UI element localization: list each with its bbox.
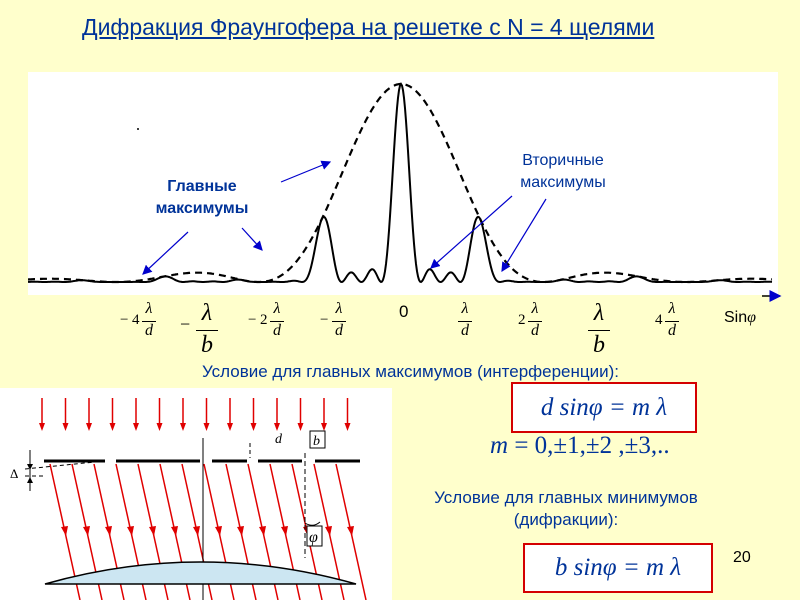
intensity-curve: [28, 82, 773, 284]
secondary-maxima-label: Вторичные максимумы: [498, 150, 628, 194]
label-b: b: [313, 434, 320, 449]
tick-denominator: d: [668, 322, 676, 339]
tick-coefficient: 2: [518, 312, 526, 328]
phi-angle-arc: [304, 521, 321, 526]
incident-ray-head: [321, 423, 327, 431]
tick-numerator: λ: [335, 300, 343, 317]
tick-numerator: λ: [273, 300, 281, 317]
tick-sign: −: [248, 312, 257, 328]
main-maxima-label-line2: максимумы: [155, 200, 249, 217]
tick-sign: −: [180, 314, 191, 334]
axis-zero-label: 0: [399, 302, 409, 321]
tick-fraction-bar: [588, 330, 610, 331]
tick-denominator: d: [335, 322, 343, 339]
page-number: 20: [733, 549, 751, 566]
delta-arrow-up: [27, 477, 33, 483]
tick-fraction-bar: [528, 321, 542, 322]
tick-fraction-bar: [332, 321, 346, 322]
axis-phi-symbol: φ: [747, 309, 756, 326]
lens: [44, 561, 357, 585]
incident-ray-head: [297, 423, 304, 431]
tick-denominator: d: [145, 322, 153, 339]
min-condition-text: Условие для главных минимумов (дифракции…: [396, 487, 736, 531]
m-symbol: m: [490, 432, 509, 459]
incident-ray-head: [250, 423, 257, 431]
diffracted-ray-head: [281, 526, 288, 536]
diffracted-ray-head: [105, 526, 112, 536]
tick-fraction-bar: [196, 330, 218, 331]
diffracted-ray-head: [61, 526, 68, 536]
delta-arrow-down: [27, 464, 33, 470]
diffracted-ray-head: [237, 526, 244, 536]
tick-coefficient: 2: [260, 312, 268, 328]
diffraction-envelope-curve: [28, 82, 772, 284]
tick-coefficient: 4: [655, 312, 663, 328]
main-maxima-label-line1: Главные: [167, 178, 237, 195]
tick-fraction-bar: [458, 321, 472, 322]
tick-denominator: b: [593, 332, 605, 358]
tick-coefficient: 4: [132, 312, 140, 328]
tick-numerator: λ: [461, 300, 469, 317]
diffracted-ray-head: [259, 526, 266, 536]
label-phi: φ: [309, 529, 318, 546]
tick-fraction-bar: [142, 321, 156, 322]
tick-numerator: λ: [531, 300, 539, 317]
max-condition-text: Условие для главных максимумов (интерфер…: [202, 362, 620, 381]
incident-ray-head: [39, 423, 45, 431]
incident-rays: [39, 398, 351, 431]
m-values: = 0,±1,±2 ,±3,..: [508, 432, 670, 459]
tick-fraction-bar: [270, 321, 284, 322]
tick-numerator: λ: [145, 300, 153, 317]
incident-ray-head: [227, 423, 233, 431]
tick-sign: −: [120, 312, 129, 328]
min-condition-line2: (дифракции):: [513, 510, 619, 529]
tick-denominator: b: [201, 332, 213, 358]
incident-ray-head: [109, 423, 116, 431]
tick-denominator: d: [273, 322, 281, 339]
label-b-box: [309, 430, 326, 449]
stray-dot: [137, 128, 139, 130]
incident-ray-head: [133, 423, 139, 431]
tick-denominator: d: [531, 322, 539, 339]
incident-ray-head: [86, 423, 92, 431]
tick-numerator: λ: [201, 300, 213, 326]
tick-numerator: λ: [668, 300, 676, 317]
diffracted-ray-head: [83, 526, 90, 536]
min-formula-box: b sinφ = m λ: [523, 543, 713, 593]
label-d: d: [275, 432, 283, 447]
delta-line-top: [24, 460, 106, 470]
min-condition-line1: Условие для главных минимумов: [434, 488, 698, 507]
diffraction-graph-panel: Главные максимумы Вторичные максимумы: [28, 72, 778, 295]
intensity-graph: [28, 82, 773, 284]
incident-ray-head: [274, 423, 280, 431]
main-maxima-label: Главные максимумы: [152, 176, 252, 220]
diffracted-ray-head: [171, 526, 178, 536]
label-delta: Δ: [10, 466, 18, 481]
incident-ray-head: [156, 423, 163, 431]
tick-numerator: λ: [593, 300, 605, 326]
diffracted-ray-head: [127, 526, 134, 536]
diffracted-ray-head: [347, 526, 354, 536]
secondary-maxima-label-line1: Вторичные: [522, 152, 604, 169]
axis-sin-text: Sin: [724, 309, 748, 326]
slide-title: Дифракция Фраунгофера на решетке с N = 4…: [82, 14, 655, 40]
axis-sinphi-label: Sinφ: [724, 309, 756, 327]
secondary-maxima-label-line2: максимумы: [520, 174, 606, 191]
incident-ray-head: [203, 423, 210, 431]
grating-diagram: d b φ Δ: [0, 388, 392, 600]
diffracted-ray-head: [215, 526, 222, 536]
max-formula-box: d sinφ = m λ: [511, 382, 697, 433]
diffracted-ray-head: [325, 526, 332, 536]
incident-ray-head: [62, 423, 69, 431]
m-values-line: m = 0,±1,±2 ,±3,..: [490, 432, 670, 460]
label-phi-box: [306, 525, 323, 547]
tick-fraction-bar: [665, 321, 679, 322]
incident-ray-head: [344, 423, 351, 431]
diffracted-ray-head: [149, 526, 156, 536]
diffracted-ray-head: [193, 526, 200, 536]
tick-sign: −: [320, 312, 329, 328]
incident-ray-head: [180, 423, 186, 431]
tick-denominator: d: [461, 322, 469, 339]
